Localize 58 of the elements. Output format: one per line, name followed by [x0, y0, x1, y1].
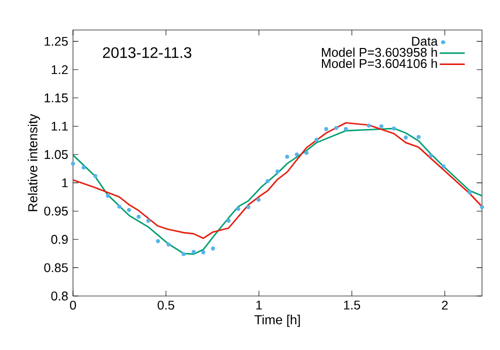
point: [136, 214, 141, 219]
y-tick-label: 1: [62, 178, 68, 188]
y-tick-label: 1.1: [52, 122, 68, 131]
point: [236, 206, 240, 211]
point: [201, 250, 206, 254]
point: [324, 127, 328, 132]
annotation: 2013-12-11.3: [103, 47, 192, 58]
point: [344, 127, 348, 132]
legend-label: Model P=3.603958 h: [322, 48, 437, 57]
point: [166, 242, 171, 246]
point: [126, 208, 131, 212]
point: [314, 138, 319, 142]
y-tick-label: 1.15: [44, 94, 68, 102]
point: [416, 134, 421, 139]
point: [379, 124, 384, 128]
y-axis-title: Relative intensity: [28, 114, 40, 212]
point: [285, 154, 290, 159]
point: [117, 204, 122, 209]
point: [156, 239, 160, 244]
x-tick-label: 1.5: [344, 300, 360, 310]
point: [294, 152, 299, 157]
point: [366, 124, 371, 128]
x-axis-title: Time [h]: [254, 314, 300, 327]
point: [106, 194, 110, 198]
x-tick-label: 2: [442, 300, 448, 310]
point: [182, 252, 186, 256]
x-tick-label: 1: [256, 300, 262, 310]
line-series: [73, 128, 482, 255]
point: [256, 198, 261, 202]
point: [266, 179, 270, 184]
legend-label: Model P=3.604106 h: [322, 58, 437, 68]
point: [276, 170, 280, 174]
point: [480, 205, 484, 210]
point: [82, 166, 86, 170]
y-tick-label: 1.05: [44, 150, 68, 159]
y-tick-label: 0.9: [51, 234, 68, 244]
point: [392, 126, 396, 130]
point: [442, 164, 446, 168]
point: [192, 250, 196, 254]
point: [146, 218, 150, 223]
y-tick-label: 0.8: [51, 292, 68, 300]
point: [468, 190, 472, 194]
y-tick-label: 1.25: [44, 36, 68, 46]
point: [334, 126, 338, 130]
point: [404, 136, 408, 140]
point: [93, 174, 98, 178]
point: [211, 246, 215, 250]
point: [71, 162, 75, 166]
x-tick-label: 0: [70, 300, 76, 310]
legend-label: Data: [412, 36, 438, 46]
x-tick-label: 0.5: [158, 300, 174, 310]
point: [428, 154, 433, 158]
point: [304, 150, 308, 155]
y-tick-label: 0.85: [44, 263, 68, 272]
point: [246, 205, 250, 210]
y-tick-label: 1.2: [52, 65, 68, 74]
point: [226, 218, 231, 223]
y-tick-label: 0.95: [44, 206, 68, 216]
